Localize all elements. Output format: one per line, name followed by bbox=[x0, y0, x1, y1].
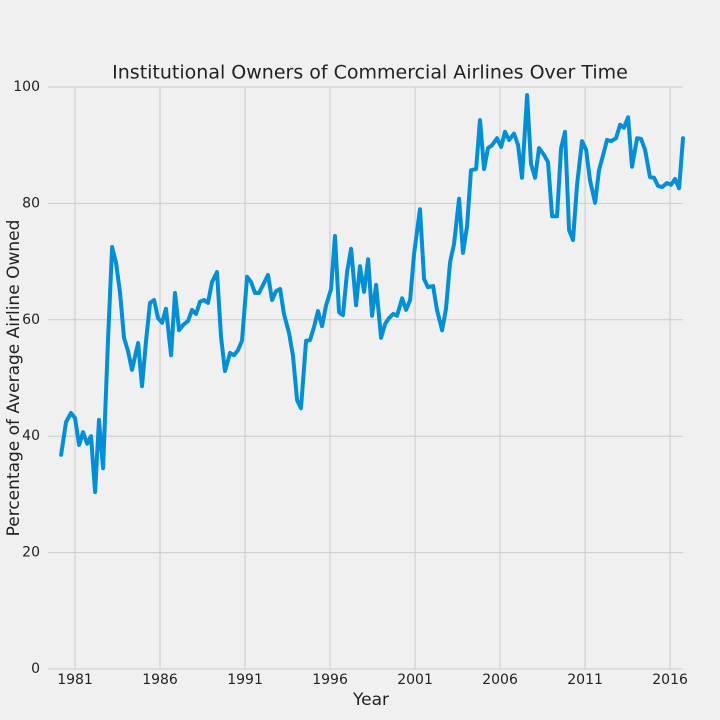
plot-area bbox=[59, 93, 685, 495]
x-tick-label: 2016 bbox=[652, 672, 688, 688]
y-tick-label: 80 bbox=[22, 195, 40, 211]
x-tick-label: 2006 bbox=[482, 672, 518, 688]
y-tick-label: 0 bbox=[31, 661, 40, 677]
x-tick-label: 2011 bbox=[567, 672, 603, 688]
data-line bbox=[59, 93, 685, 495]
y-tick-label: 20 bbox=[22, 545, 40, 561]
x-tick-label: 1991 bbox=[227, 672, 263, 688]
x-tick-label: 1986 bbox=[142, 672, 178, 688]
x-tick-label: 2001 bbox=[397, 672, 433, 688]
y-axis-label: Percentage of Average Airline Owned bbox=[4, 220, 24, 537]
y-tick-label: 100 bbox=[13, 79, 40, 95]
x-tick-label: 1996 bbox=[312, 672, 348, 688]
x-tick-label: 1981 bbox=[57, 672, 93, 688]
chart-title: Institutional Owners of Commercial Airli… bbox=[112, 62, 628, 84]
grid bbox=[48, 86, 683, 670]
y-tick-label: 40 bbox=[22, 428, 40, 444]
x-axis-label: Year bbox=[352, 690, 389, 710]
y-tick-label: 60 bbox=[22, 312, 40, 328]
